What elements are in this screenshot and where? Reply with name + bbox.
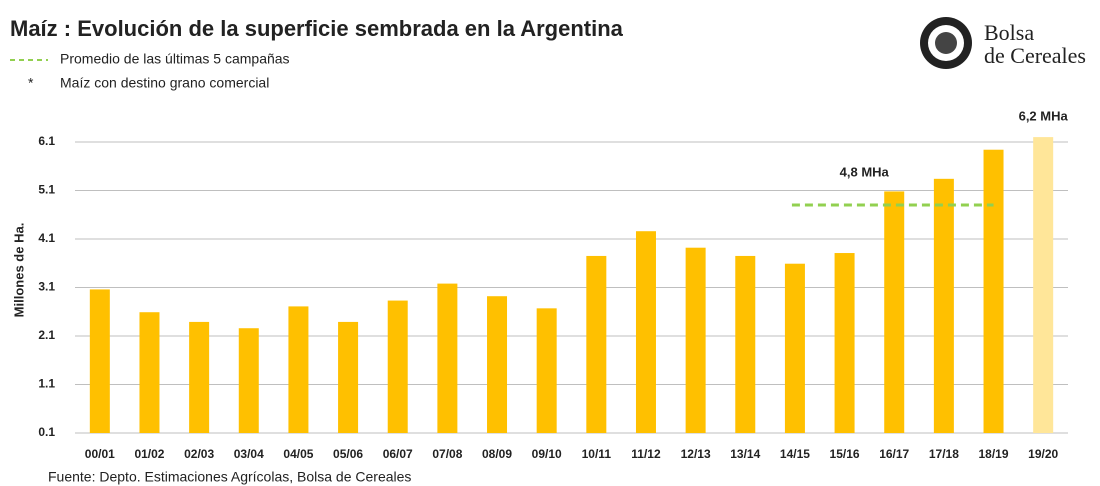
bar [238,328,259,433]
x-tick-label: 17/18 [929,447,959,461]
x-tick-label: 19/20 [1028,447,1058,461]
chart-title: Maíz : Evolución de la superficie sembra… [10,16,624,41]
y-tick-label: 6.1 [38,134,55,148]
x-tick-label: 12/13 [681,447,711,461]
bar [536,308,557,433]
y-tick-label: 5.1 [38,183,55,197]
bar [784,263,805,433]
bar [884,191,905,433]
bar [983,149,1004,433]
y-tick-label: 4.1 [38,231,55,245]
bar [387,300,408,433]
bar [685,247,706,433]
x-tick-label: 16/17 [879,447,909,461]
bar [735,255,756,433]
x-tick-label: 10/11 [582,447,612,461]
x-tick-label: 18/19 [979,447,1009,461]
source: Fuente: Depto. Estimaciones Agrícolas, B… [48,469,411,485]
note-marker: * [28,75,34,91]
bar [338,321,359,433]
logo-emblem-core [935,32,957,54]
x-tick-label: 07/08 [432,447,462,461]
note: Maíz con destino grano comercial [60,75,269,91]
bar [1033,137,1054,433]
logo-text: de Cereales [984,43,1086,68]
bar [933,178,954,433]
bar [189,321,210,433]
x-tick-label: 01/02 [134,447,164,461]
bar [437,283,458,433]
x-tick-label: 08/09 [482,447,512,461]
value-label: 6,2 MHa [1019,109,1069,124]
bar [487,296,508,433]
y-tick-label: 1.1 [38,377,55,391]
x-tick-label: 11/12 [631,447,661,461]
legend-label: Promedio de las últimas 5 campañas [60,51,290,67]
bar [586,255,607,433]
bar [834,253,855,433]
bar [635,231,656,433]
bar [89,289,110,433]
x-tick-label: 05/06 [333,447,363,461]
x-tick-label: 14/15 [780,447,810,461]
x-tick-label: 13/14 [730,447,760,461]
x-tick-label: 04/05 [283,447,313,461]
average-label: 4,8 MHa [840,164,890,179]
x-tick-label: 09/10 [532,447,562,461]
bar [288,306,309,433]
x-tick-label: 02/03 [184,447,214,461]
logo-text: Bolsa [984,20,1034,45]
y-tick-label: 2.1 [38,328,55,342]
y-tick-label: 3.1 [38,280,55,294]
x-tick-label: 00/01 [85,447,115,461]
x-tick-label: 06/07 [383,447,413,461]
logo: Bolsa de Cereales [920,17,1086,69]
y-tick-label: 0.1 [38,425,55,439]
x-tick-label: 03/04 [234,447,264,461]
bar [139,312,160,433]
y-axis-title: Millones de Ha. [11,223,26,318]
x-tick-label: 15/16 [830,447,860,461]
